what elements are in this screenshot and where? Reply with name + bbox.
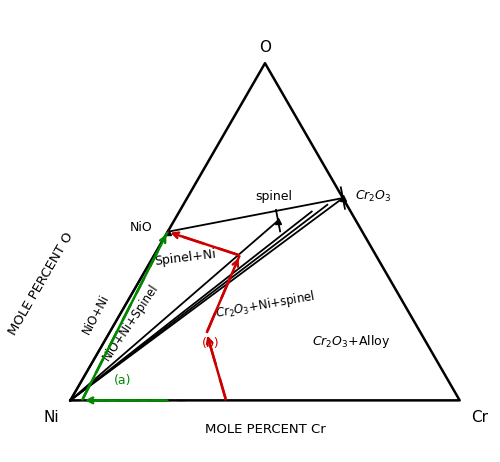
Text: MOLE PERCENT O: MOLE PERCENT O: [6, 230, 76, 337]
Text: (a): (a): [114, 374, 132, 387]
Text: O: O: [259, 40, 271, 55]
Text: $Cr_2O_3$+Ni+spinel: $Cr_2O_3$+Ni+spinel: [214, 288, 316, 322]
Text: (b): (b): [202, 337, 220, 350]
Text: spinel: spinel: [256, 190, 292, 203]
Text: $Cr_2O_3$+Alloy: $Cr_2O_3$+Alloy: [312, 334, 390, 351]
Text: Spinel+Ni: Spinel+Ni: [154, 248, 217, 268]
Text: NiO+Ni: NiO+Ni: [80, 292, 112, 337]
Text: $Cr_2O_3$: $Cr_2O_3$: [354, 188, 391, 204]
Text: Ni: Ni: [43, 410, 59, 425]
Text: Cr: Cr: [472, 410, 488, 425]
Text: MOLE PERCENT Cr: MOLE PERCENT Cr: [204, 423, 326, 436]
Text: NiO+Ni+Spinel: NiO+Ni+Spinel: [100, 282, 161, 363]
Text: NiO: NiO: [130, 221, 152, 234]
